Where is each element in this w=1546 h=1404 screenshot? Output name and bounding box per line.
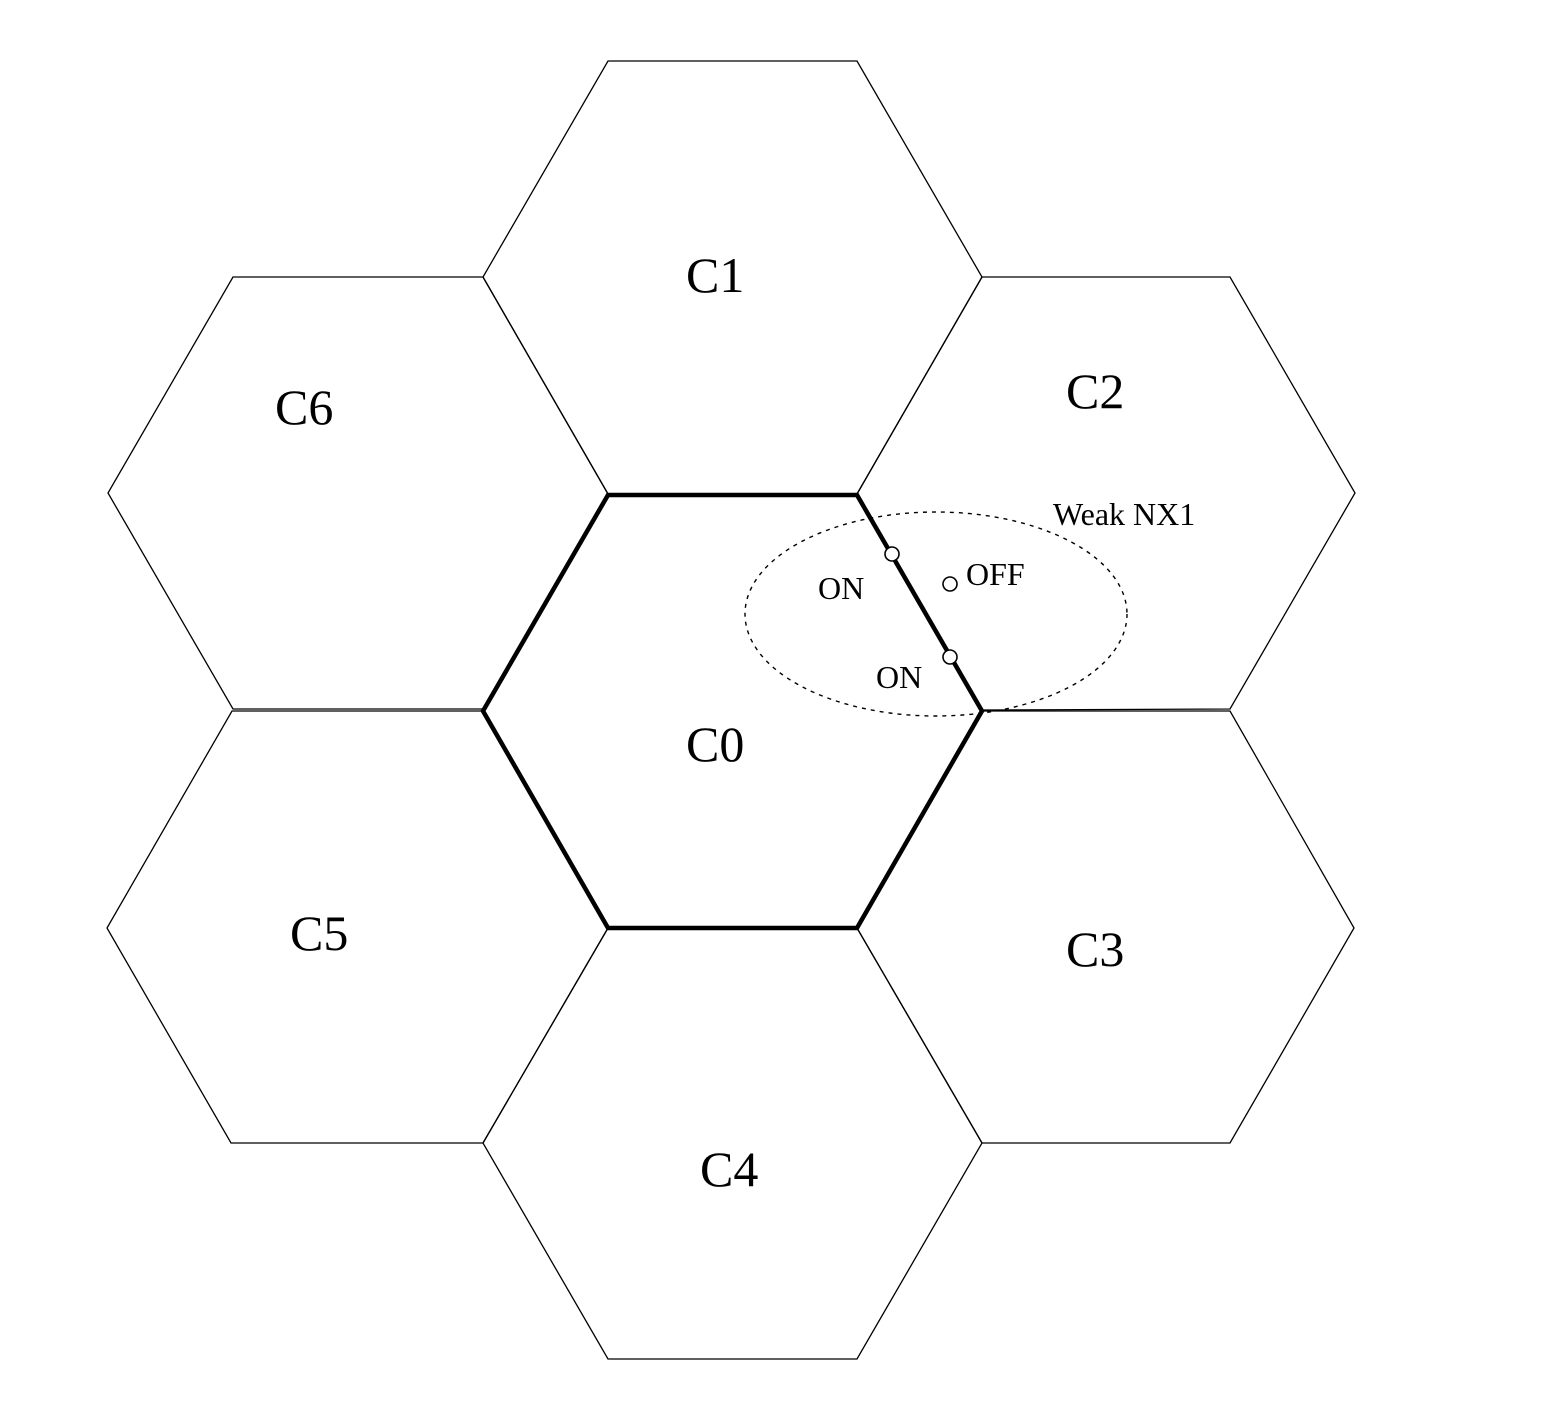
cell-c5-hexagon [106, 710, 609, 1144]
cell-c1-label: C1 [686, 247, 744, 303]
weak-coverage-ellipse [744, 511, 1128, 717]
cell-c2-hexagon [856, 276, 1356, 711]
weak-region-label: Weak NX1 [1053, 496, 1195, 532]
cell-c4-label: C4 [700, 1141, 758, 1197]
cell-c0-hexagon [480, 492, 985, 931]
cell-c0-label: C0 [686, 716, 744, 772]
node-off-label: OFF [966, 556, 1025, 592]
cell-c6-hexagon [107, 276, 609, 710]
node-on-bottom-marker [942, 649, 958, 665]
node-off-marker [942, 576, 958, 592]
node-on-top-marker [884, 546, 900, 562]
node-on-bottom-label: ON [876, 659, 922, 695]
cell-c6-label: C6 [275, 379, 333, 435]
cell-c2-label: C2 [1066, 363, 1124, 419]
node-on-top-label: ON [818, 570, 864, 606]
cell-c3-label: C3 [1066, 921, 1124, 977]
cell-c5-label: C5 [290, 905, 348, 961]
